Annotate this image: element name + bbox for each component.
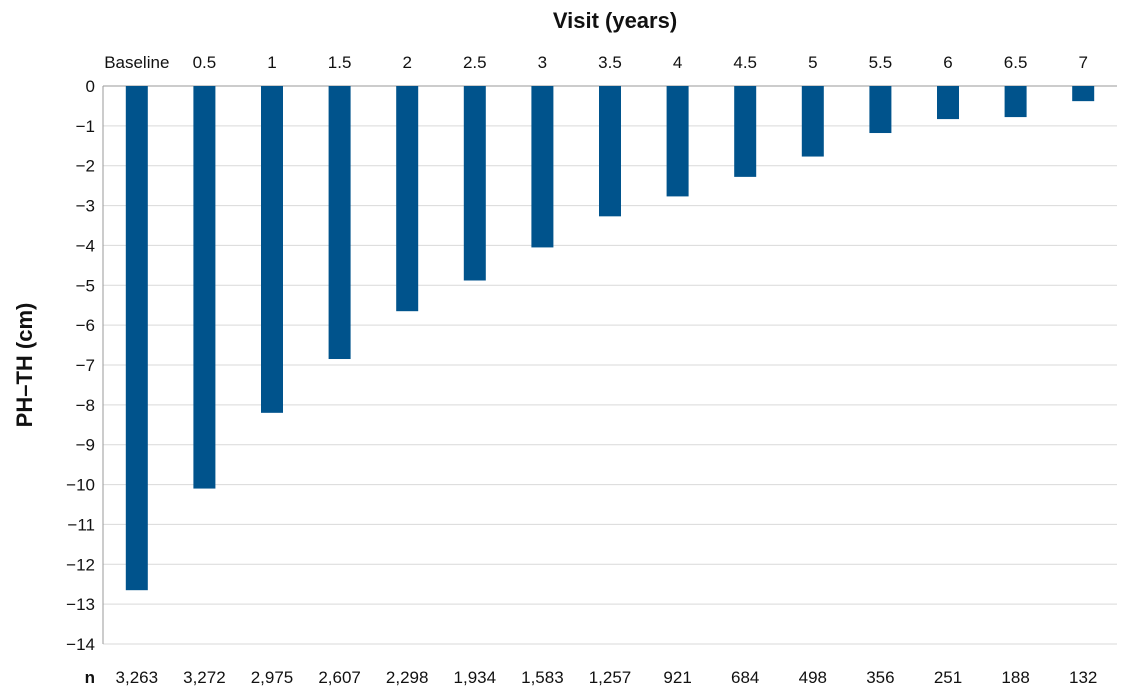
x-tick-label: 7 (1078, 53, 1087, 72)
y-tick-label: −7 (76, 356, 95, 375)
bar-1 (261, 86, 283, 413)
n-value-label: 1,257 (589, 668, 632, 687)
n-value-label: 188 (1001, 668, 1029, 687)
n-value-label: 684 (731, 668, 759, 687)
y-tick-label: −9 (76, 436, 95, 455)
bar-5 (801, 86, 824, 157)
x-tick-label: 2.5 (463, 53, 487, 72)
y-tick-labels: 0 −1 −2 −3 −4 −5 −6 −7 −8 −9 −10 −11 −12 −13 −14 (66, 77, 95, 654)
n-value-label: 3,263 (116, 668, 159, 687)
x-tick-label: Baseline (104, 53, 169, 72)
bar-6-5 (1004, 86, 1027, 118)
bar-2 (396, 86, 419, 312)
bar-2-5 (463, 86, 486, 281)
n-value-label: 1,934 (454, 668, 497, 687)
y-tick-label: −4 (76, 236, 95, 255)
x-tick-label: 1.5 (328, 53, 352, 72)
x-tick-label: 0.5 (193, 53, 217, 72)
y-tick-label: −1 (76, 117, 95, 136)
y-axis-title: PH–TH (cm) (12, 303, 37, 428)
x-tick-label: 3 (538, 53, 547, 72)
n-row-label: n (85, 668, 95, 687)
x-tick-label: 2 (402, 53, 411, 72)
x-tick-label: 6 (943, 53, 952, 72)
n-value-label: 251 (934, 668, 962, 687)
y-tick-label: −8 (76, 396, 95, 415)
x-tick-label: 3.5 (598, 53, 622, 72)
x-tick-label: 4 (673, 53, 682, 72)
x-tick-label: 1 (267, 53, 276, 72)
bar-3 (531, 86, 554, 248)
y-tick-label: −3 (76, 197, 95, 216)
x-axis-title: Visit (years) (553, 8, 677, 33)
x-tick-labels: Baseline 0.5 1 1.5 2 2.5 3 3.5 4 4.5 5 5.5 6 6.5 7 (104, 53, 1088, 72)
n-value-label: 921 (663, 668, 691, 687)
bar-0-5 (193, 86, 216, 489)
n-value-label: 1,583 (521, 668, 564, 687)
x-tick-label: 5.5 (869, 53, 893, 72)
bar-5-5 (869, 86, 892, 134)
n-row: 3,263 3,272 2,975 2,607 2,298 1,934 1,583 1,257… (85, 668, 1098, 687)
y-tick-label: −6 (76, 316, 95, 335)
y-tick-label: −14 (66, 635, 95, 654)
bar-1-5 (328, 86, 351, 360)
n-value-label: 2,298 (386, 668, 429, 687)
n-value-label: 132 (1069, 668, 1097, 687)
y-tick-label: −5 (76, 276, 95, 295)
x-tick-label: 4.5 (733, 53, 757, 72)
x-tick-label: 6.5 (1004, 53, 1028, 72)
bars (125, 86, 1095, 591)
n-value-label: 498 (799, 668, 827, 687)
y-tick-label: −13 (66, 595, 95, 614)
bar-4-5 (734, 86, 757, 177)
n-value-label: 3,272 (183, 668, 226, 687)
y-tick-label: −11 (67, 515, 95, 534)
y-tick-label: −2 (76, 157, 95, 176)
n-value-label: 356 (866, 668, 894, 687)
n-value-label: 2,975 (251, 668, 294, 687)
y-tick-label: 0 (86, 77, 95, 96)
bar-baseline (125, 86, 148, 591)
bar-7 (1072, 86, 1095, 102)
y-tick-label: −12 (66, 555, 95, 574)
bar-4 (666, 86, 689, 197)
x-tick-label: 5 (808, 53, 817, 72)
bar-3-5 (599, 86, 621, 217)
bar-6 (937, 86, 959, 120)
y-tick-label: −10 (66, 476, 95, 495)
n-value-label: 2,607 (318, 668, 361, 687)
